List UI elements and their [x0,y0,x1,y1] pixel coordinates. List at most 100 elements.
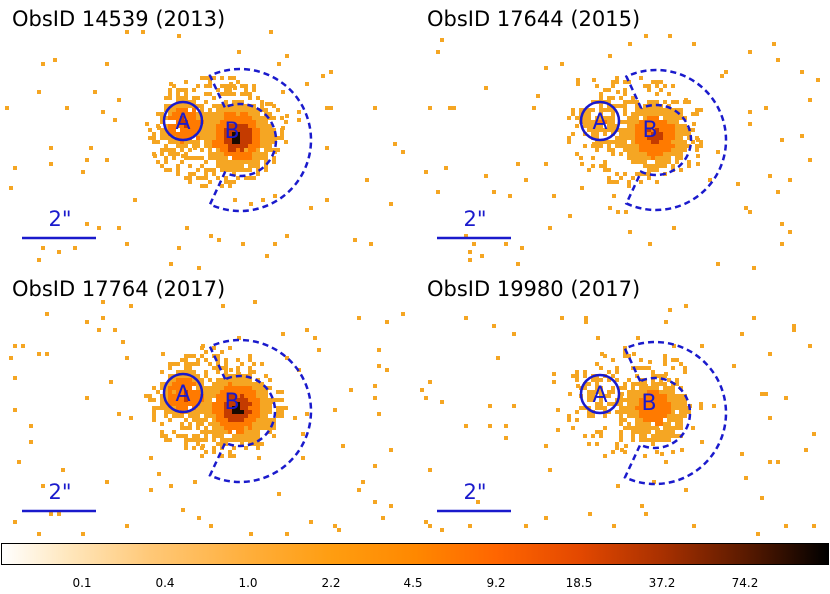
source-a-pixel [192,402,196,406]
background-photon-pixel [544,162,548,166]
source-b-pixel [651,144,655,148]
xray-pixels [9,300,405,536]
halo-photon-pixel [192,156,196,160]
source-a-pixel [180,112,184,116]
source-b-pixel [208,152,212,156]
source-b-pixel [619,132,623,136]
source-a-pixel [607,402,611,406]
halo-photon-pixel [619,430,623,434]
source-b-pixel [240,116,244,120]
halo-photon-pixel [204,176,208,180]
source-b-pixel [268,410,272,414]
source-a-pixel [164,406,168,410]
source-a-pixel [176,120,180,124]
background-photon-pixel [169,262,173,266]
background-photon-pixel [424,170,428,174]
background-photon-pixel [41,246,45,250]
source-b-pixel [256,148,260,152]
halo-photon-pixel [276,148,280,152]
background-photon-pixel [508,194,512,198]
source-a-pixel [184,108,188,112]
source-a-pixel [184,144,188,148]
source-b-pixel [268,148,272,152]
source-b-pixel [264,128,268,132]
halo-photon-pixel [571,374,575,378]
halo-photon-pixel [256,96,260,100]
background-photon-pixel [492,324,496,328]
source-b-pixel [244,422,248,426]
halo-photon-pixel [224,92,228,96]
background-photon-pixel [752,316,756,320]
source-b-pixel [635,104,639,108]
halo-photon-pixel [611,96,615,100]
halo-photon-pixel [196,362,200,366]
halo-photon-pixel [607,144,611,148]
background-photon-pixel [273,194,277,198]
source-a-pixel [192,394,196,398]
source-b-pixel [240,124,244,128]
halo-photon-pixel [643,152,647,156]
source-b-pixel [663,144,667,148]
background-annulus-region [624,68,728,212]
source-b-pixel [643,120,647,124]
halo-photon-pixel [643,366,647,370]
halo-photon-pixel [200,430,204,434]
background-photon-pixel [101,300,105,304]
background-photon-pixel [285,532,289,536]
halo-photon-pixel [587,414,591,418]
source-b-pixel [264,136,268,140]
source-a-pixel [591,128,595,132]
source-a-pixel [172,406,176,410]
background-photon-pixel [301,432,305,436]
background-photon-pixel [616,90,620,94]
source-b-pixel [651,164,655,168]
halo-photon-pixel [180,370,184,374]
halo-photon-pixel [256,172,260,176]
source-b-pixel [224,430,228,434]
source-b-pixel [256,132,260,136]
source-b-pixel [248,144,252,148]
source-b-pixel [244,136,248,140]
halo-photon-pixel [280,406,284,410]
source-b-pixel [651,152,655,156]
background-photon-pixel [81,532,85,536]
halo-photon-pixel [164,160,168,164]
halo-photon-pixel [172,156,176,160]
source-b-pixel [244,116,248,120]
halo-photon-pixel [220,442,224,446]
source-b-pixel [208,390,212,394]
source-b-pixel [659,136,663,140]
halo-photon-pixel [196,84,200,88]
background-photon-pixel [73,246,77,250]
source-b-pixel [224,140,228,144]
source-b-pixel [252,414,256,418]
halo-photon-pixel [671,450,675,454]
source-b-pixel [220,148,224,152]
source-b-pixel [659,112,663,116]
source-a-pixel [160,116,164,120]
halo-photon-pixel [276,414,280,418]
halo-photon-pixel [240,84,244,88]
source-b-pixel [220,140,224,144]
source-b-pixel [260,120,264,124]
halo-photon-pixel [164,168,168,172]
source-b-pixel [208,394,212,398]
source-a-pixel [176,374,180,378]
source-b-pixel [236,160,240,164]
halo-photon-pixel [623,92,627,96]
source-a-pixel [172,132,176,136]
background-photon-pixel [624,210,628,214]
source-b-pixel [232,104,236,108]
source-b-pixel [647,140,651,144]
halo-photon-pixel [236,358,240,362]
source-b-pixel [639,156,643,160]
source-b-pixel [244,402,248,406]
source-a-pixel [591,124,595,128]
halo-photon-pixel [164,136,168,140]
background-photon-pixel [297,110,301,114]
source-b-pixel [635,144,639,148]
background-photon-pixel [560,316,564,320]
source-a-pixel [172,108,176,112]
background-photon-pixel [381,516,385,520]
source-a-pixel [180,116,184,120]
